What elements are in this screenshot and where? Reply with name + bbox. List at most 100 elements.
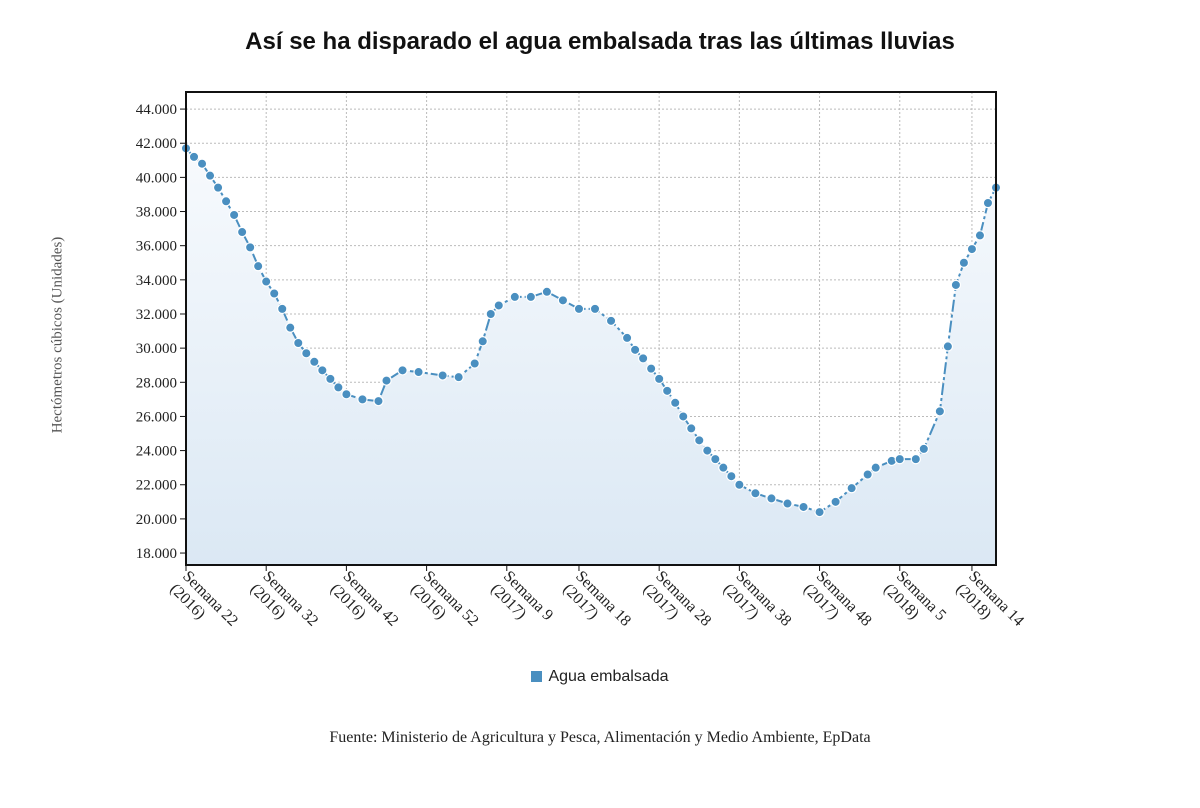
data-point[interactable] [437, 370, 448, 381]
data-point[interactable] [325, 373, 336, 385]
data-point[interactable] [814, 506, 825, 518]
data-point[interactable] [766, 493, 777, 504]
data-point[interactable] [661, 385, 673, 397]
legend-swatch [531, 671, 543, 682]
data-point[interactable] [453, 371, 464, 383]
data-point[interactable] [958, 257, 970, 268]
data-point[interactable] [870, 462, 881, 473]
x-tick-label: Semana 18(2017) [559, 568, 634, 643]
data-point[interactable] [293, 337, 304, 349]
data-point[interactable] [862, 469, 873, 480]
data-point[interactable] [942, 341, 954, 352]
data-point[interactable] [196, 158, 208, 169]
data-point[interactable] [204, 170, 216, 181]
x-tick-label: Semana 42(2016) [327, 568, 402, 643]
y-tick-label: 34.000 [136, 273, 177, 289]
source-note: Fuente: Ministerio de Agricultura y Pesc… [329, 729, 871, 746]
data-point[interactable] [686, 423, 697, 434]
data-point[interactable] [301, 348, 312, 359]
data-point[interactable] [950, 279, 962, 291]
data-point[interactable] [918, 443, 930, 455]
y-tick-label: 40.000 [136, 170, 177, 186]
y-tick-label: 38.000 [136, 205, 177, 221]
y-tick-label: 22.000 [136, 478, 177, 494]
data-point[interactable] [285, 322, 296, 333]
data-point[interactable] [798, 501, 809, 513]
data-point[interactable] [357, 394, 368, 405]
data-point[interactable] [252, 260, 264, 272]
x-tick-label: Semana 9(2017) [487, 568, 556, 637]
data-point[interactable] [718, 462, 729, 473]
x-tick-label: Semana 32(2016) [247, 568, 322, 643]
data-point[interactable] [637, 353, 649, 364]
data-point[interactable] [397, 365, 408, 376]
y-tick-label: 26.000 [136, 409, 177, 425]
data-point[interactable] [573, 303, 585, 315]
data-point[interactable] [485, 308, 496, 320]
data-point[interactable] [220, 196, 232, 207]
data-point[interactable] [830, 496, 841, 508]
data-point[interactable] [894, 453, 905, 465]
y-tick-label: 44.000 [136, 102, 177, 118]
legend-label: Agua embalsada [548, 668, 669, 685]
data-point[interactable] [212, 182, 224, 193]
y-tick-label: 36.000 [136, 239, 177, 255]
data-point[interactable] [629, 344, 641, 356]
y-axis-ticks: 18.000 20.000 22.000 24.000 26.000 28.000 30.0… [136, 102, 186, 562]
x-tick-label: Semana 14(2018) [952, 568, 1027, 643]
data-point[interactable] [678, 411, 689, 422]
data-point[interactable] [750, 488, 761, 499]
x-tick-label: Semana 48(2017) [800, 568, 875, 643]
data-point[interactable] [413, 366, 424, 378]
x-tick-label: Semana 38(2017) [720, 568, 795, 643]
data-point[interactable] [277, 303, 288, 315]
data-point[interactable] [477, 336, 488, 347]
data-point[interactable] [982, 197, 994, 209]
data-point[interactable] [373, 395, 384, 407]
data-point[interactable] [621, 332, 633, 344]
data-point[interactable] [541, 286, 553, 297]
data-point[interactable] [309, 356, 320, 367]
y-tick-label: 28.000 [136, 375, 177, 391]
data-point[interactable] [236, 226, 248, 238]
data-point[interactable] [333, 382, 344, 393]
data-point[interactable] [228, 209, 240, 221]
y-tick-label: 32.000 [136, 307, 177, 323]
legend[interactable]: Agua embalsada [0, 668, 1200, 686]
data-point[interactable] [260, 276, 272, 287]
data-point[interactable] [910, 453, 922, 465]
data-point[interactable] [710, 453, 721, 465]
data-point[interactable] [469, 358, 480, 369]
data-point[interactable] [694, 435, 705, 446]
data-point[interactable] [670, 397, 681, 408]
data-point[interactable] [557, 295, 569, 306]
data-point[interactable] [589, 303, 601, 315]
x-tick-label: Semana 5(2018) [880, 568, 949, 637]
data-point[interactable] [934, 406, 946, 417]
data-point[interactable] [726, 471, 737, 482]
x-tick-label: Semana 28(2017) [640, 568, 715, 643]
x-axis-ticks: Semana 22(2016) Semana 32(2016) Semana 42(… [166, 565, 1027, 643]
data-point[interactable] [244, 242, 256, 253]
data-point[interactable] [317, 365, 328, 376]
data-point[interactable] [188, 151, 200, 163]
data-point[interactable] [702, 445, 713, 456]
chart-title: Así se ha disparado el agua embalsada tr… [245, 28, 955, 55]
data-point[interactable] [341, 389, 352, 400]
data-point[interactable] [653, 373, 665, 385]
y-tick-label: 18.000 [136, 546, 177, 562]
data-point[interactable] [966, 243, 978, 255]
data-point[interactable] [493, 300, 504, 311]
data-point[interactable] [509, 291, 521, 303]
data-point[interactable] [381, 375, 392, 386]
data-point[interactable] [269, 288, 280, 299]
data-point[interactable] [645, 363, 657, 374]
data-point[interactable] [974, 230, 986, 241]
data-point[interactable] [846, 482, 857, 494]
data-point[interactable] [605, 315, 617, 327]
x-tick-label: Semana 22(2016) [166, 568, 241, 643]
data-point[interactable] [782, 498, 793, 509]
data-point[interactable] [734, 479, 745, 490]
data-point[interactable] [525, 291, 537, 303]
